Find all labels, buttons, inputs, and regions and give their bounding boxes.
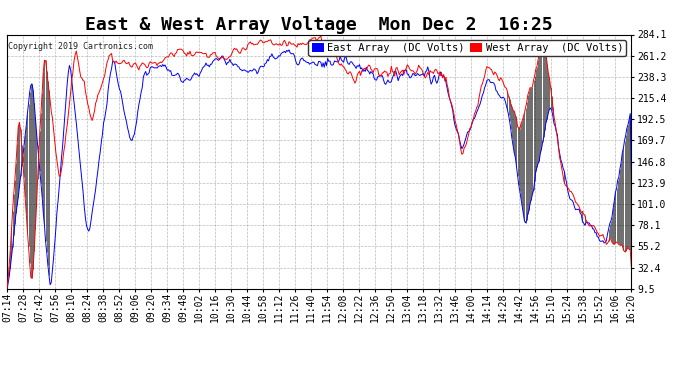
Title: East & West Array Voltage  Mon Dec 2  16:25: East & West Array Voltage Mon Dec 2 16:2…	[86, 16, 553, 34]
Legend: East Array  (DC Volts), West Array  (DC Volts): East Array (DC Volts), West Array (DC Vo…	[308, 40, 626, 56]
Text: Copyright 2019 Cartronics.com: Copyright 2019 Cartronics.com	[8, 42, 153, 51]
